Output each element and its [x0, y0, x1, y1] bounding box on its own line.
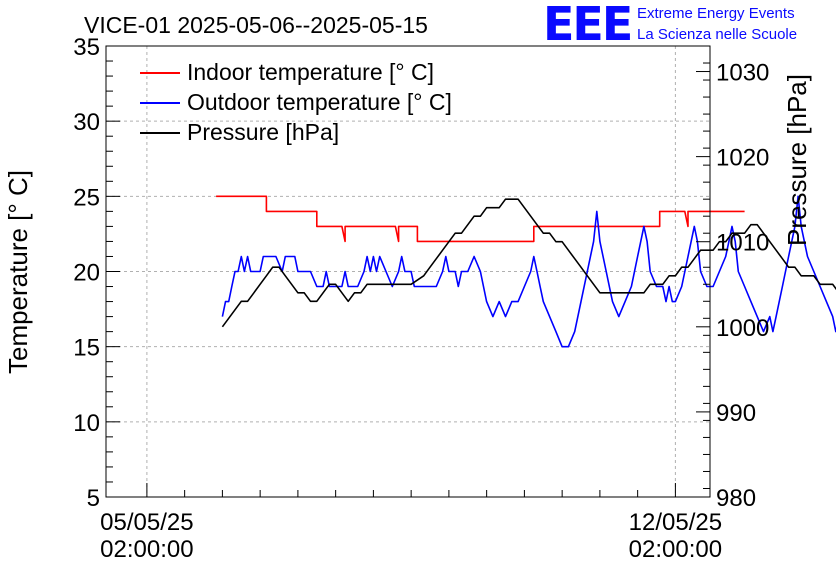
y2-tick-label: 1030 [716, 60, 769, 87]
y-tick-label: 15 [73, 335, 100, 362]
y2-tick-label: 1010 [716, 230, 769, 257]
legend-label-outdoor: Outdoor temperature [° C] [187, 89, 452, 115]
y2-tick-label: 990 [716, 400, 756, 427]
series-pressure [221, 198, 836, 328]
y-tick-label: 10 [73, 410, 100, 437]
legend-label-pressure: Pressure [hPa] [187, 119, 339, 145]
x-tick-label-time: 02:00:00 [100, 536, 193, 563]
y2-tick-label: 1000 [716, 315, 769, 342]
y-tick-label: 35 [73, 34, 100, 61]
left-axis: 5 10 15 20 25 30 35 [73, 34, 120, 512]
x-tick-label-date: 12/05/25 [629, 509, 722, 536]
series-indoor-temperature [216, 195, 745, 243]
eee-logo-mark: EEE [543, 0, 631, 51]
legend-label-indoor: Indoor temperature [° C] [187, 59, 434, 85]
right-axis: 980 990 1000 1010 1020 1030 [696, 45, 769, 512]
plot-area [216, 195, 836, 348]
eee-logo-line2: La Scienza nelle Scuole [637, 26, 797, 43]
y-tick-label: 30 [73, 109, 100, 136]
y2-tick-label: 1020 [716, 145, 769, 172]
y2-tick-label: 980 [716, 485, 756, 512]
series-outdoor-temperature [221, 195, 836, 348]
x-tick-label-time: 02:00:00 [629, 536, 722, 563]
y-tick-label: 25 [73, 184, 100, 211]
y-tick-label: 20 [73, 260, 100, 287]
legend: Indoor temperature [° C] Outdoor tempera… [140, 59, 452, 145]
y-tick-label: 5 [87, 485, 100, 512]
chart-title: VICE-01 2025-05-06--2025-05-15 [84, 12, 428, 38]
eee-logo: EEE Extreme Energy Events La Scienza nel… [543, 0, 797, 51]
y-axis-title: Temperature [° C] [3, 170, 33, 374]
x-tick-label-date: 05/05/25 [100, 509, 193, 536]
eee-logo-line1: Extreme Energy Events [637, 5, 795, 22]
y2-axis-title: Pressure [hPa] [782, 74, 812, 246]
